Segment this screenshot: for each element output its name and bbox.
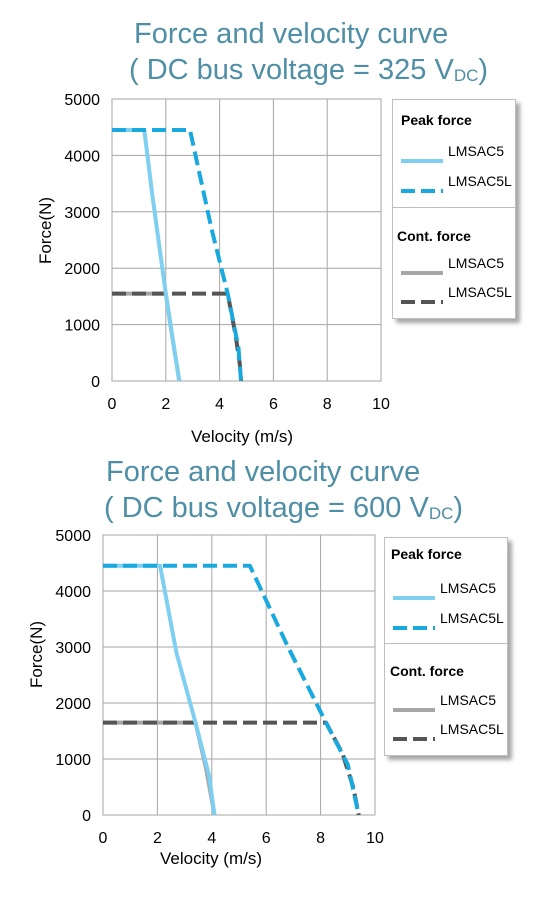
x-tick-label: 0 [108,396,117,413]
x-tick-label: 6 [269,396,278,413]
y-tick-label: 3000 [55,640,91,657]
legend-line-sample [393,596,435,600]
chart-325v: Force and velocity curve ( DC bus voltag… [36,18,516,446]
chart-600v: Force and velocity curve ( DC bus voltag… [0,448,541,897]
legend-swatch-peak-lmsac5l [401,181,443,199]
legend-line-sample [393,626,435,630]
x-tick-label: 8 [316,830,325,847]
legend: Peak force LMSAC5 LMSAC5L Cont. force LM… [392,99,516,319]
legend-swatch-cont-lmsac5 [401,263,443,281]
legend-line-sample [401,271,443,275]
legend-swatch-peak-lmsac5l [393,618,435,636]
legend-line-sample [393,737,435,741]
y-tick-label: 2000 [64,261,100,278]
legend-swatch-cont-lmsac5l [401,292,443,310]
y-axis-label: Force(N) [27,620,46,688]
x-tick-label: 10 [366,830,384,847]
y-tick-label: 1000 [64,318,100,335]
y-tick-label: 5000 [55,528,91,545]
chart-title: Force and velocity curve [106,456,421,488]
plot-area: 0 2 4 6 8 10 0 1000 2000 3000 4000 5000 [64,92,390,413]
x-tick-label: 6 [262,830,271,847]
x-tick-label: 10 [372,396,390,413]
x-tick-label: 4 [207,830,216,847]
legend-divider [393,207,515,208]
legend-swatch-peak-lmsac5 [393,588,435,606]
legend-line-sample [401,300,443,304]
legend-label-cont-lmsac5: LMSAC5 [440,692,497,708]
x-tick-label: 8 [323,396,332,413]
series-line-peak-lmsac5l [103,563,361,816]
legend-heading-peak: Peak force [391,546,462,562]
legend-heading-peak: Peak force [401,112,472,128]
x-axis-label: Velocity (m/s) [160,849,263,868]
x-tick-label: 4 [215,396,224,413]
chart-subtitle: ( DC bus voltage = 325 VDC) [129,54,489,86]
x-tick-label: 2 [153,830,162,847]
legend-swatch-cont-lmsac5 [393,700,435,718]
y-tick-label: 0 [82,808,91,825]
y-tick-label: 4000 [64,148,100,165]
legend-heading-cont: Cont. force [390,663,464,679]
legend-line-sample [393,708,435,712]
legend-swatch-cont-lmsac5l [393,729,435,747]
legend: Peak force LMSAC5 LMSAC5L Cont. force LM… [384,537,508,756]
y-tick-label: 5000 [64,92,100,109]
legend-line-sample [401,159,443,163]
legend-divider [385,643,507,644]
legend-label-peak-lmsac5: LMSAC5 [440,580,497,596]
plot-frame [111,98,382,382]
legend-label-cont-lmsac5: LMSAC5 [448,255,505,271]
legend-line-sample [401,189,443,193]
y-tick-label: 1000 [55,752,91,769]
y-tick-label: 4000 [55,584,91,601]
legend-label-peak-lmsac5l: LMSAC5L [440,610,504,626]
chart-subtitle: ( DC bus voltage = 600 VDC) [104,492,464,524]
x-axis-label: Velocity (m/s) [191,427,294,446]
x-tick-label: 2 [161,396,170,413]
plot-frame [102,534,376,816]
chart-title: Force and velocity curve [134,18,449,50]
legend-label-peak-lmsac5l: LMSAC5L [448,173,512,189]
plot-area: 0 2 4 6 8 10 0 1000 2000 3000 4000 5000 [55,528,384,847]
series-line-peak-lmsac5l [112,128,244,382]
x-tick-label: 0 [99,830,108,847]
y-tick-label: 0 [91,374,100,391]
y-axis-label: Force(N) [36,196,55,264]
legend-label-cont-lmsac5l: LMSAC5L [440,721,504,737]
y-tick-label: 3000 [64,205,100,222]
legend-label-peak-lmsac5: LMSAC5 [448,143,505,159]
legend-heading-cont: Cont. force [397,228,471,244]
legend-label-cont-lmsac5l: LMSAC5L [448,284,512,300]
y-tick-label: 2000 [55,696,91,713]
legend-swatch-peak-lmsac5 [401,151,443,169]
